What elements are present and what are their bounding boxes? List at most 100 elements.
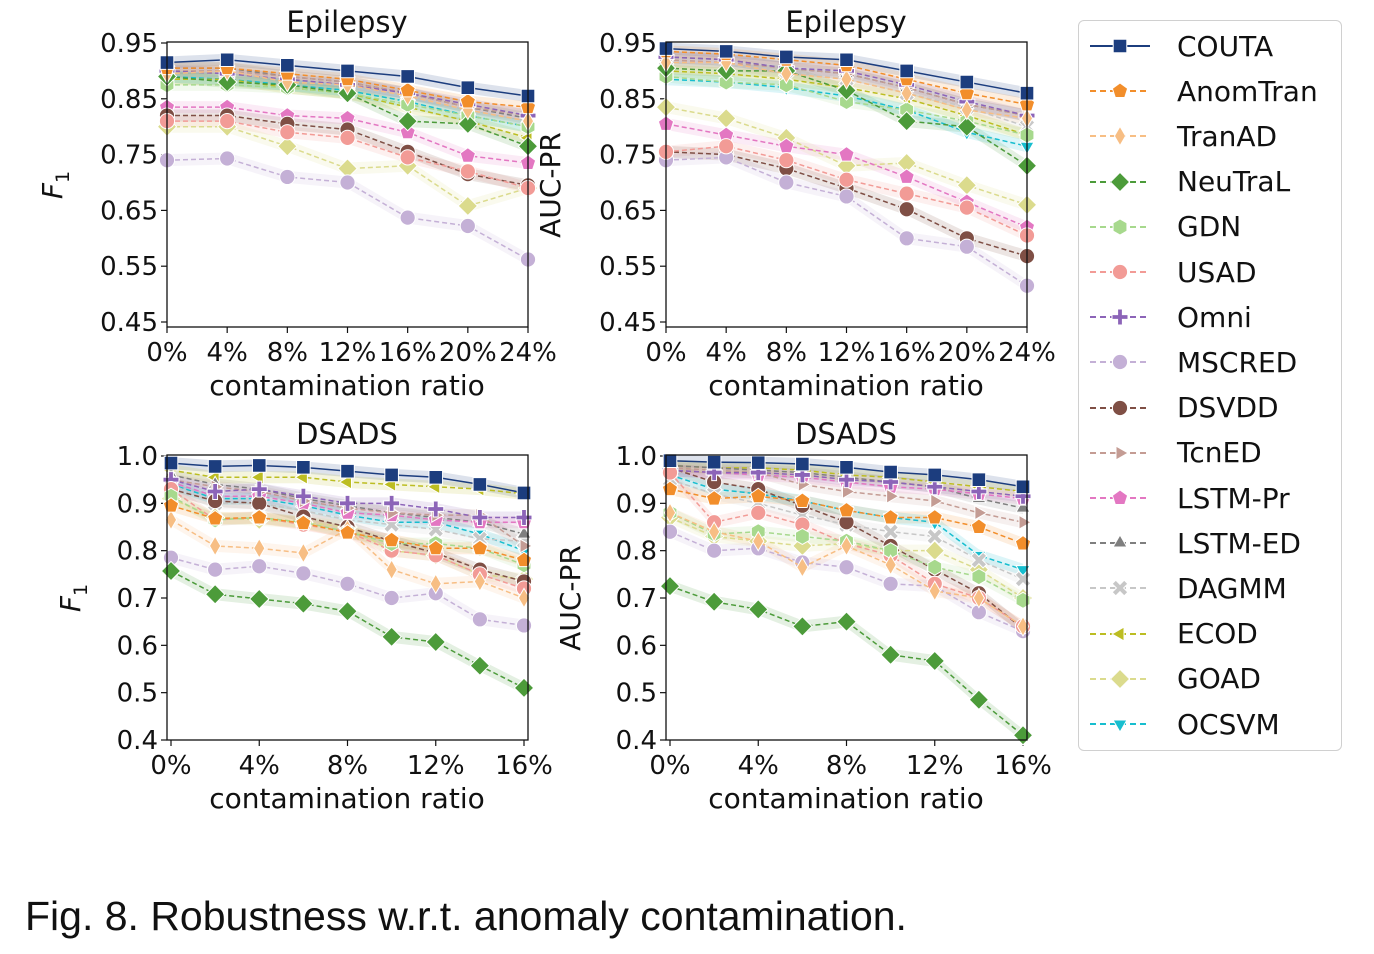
legend-item-dagmm: DAGMM [1079, 568, 1287, 608]
y-axis-label: F1 [54, 584, 92, 612]
data-point-NeuTraL [469, 655, 491, 676]
x-axis-label: contamination ratio [708, 369, 983, 402]
data-point-TranAD [840, 535, 853, 557]
series-line-DAGMM [170, 483, 525, 542]
data-point-GDN [927, 558, 943, 576]
data-point-TranAD [780, 63, 793, 85]
legend-marker [1112, 534, 1128, 548]
data-point-MSCRED [279, 168, 296, 186]
data-point-COUTA [959, 74, 975, 90]
data-point-AnomTran [471, 539, 489, 556]
x-tick-label: 20% [439, 338, 497, 368]
data-point-COUTA [207, 459, 223, 474]
series-band-TranAD [167, 64, 528, 128]
legend-item-dsvdd: DSVDD [1079, 388, 1279, 428]
data-point-MSCRED [898, 230, 915, 247]
legend-item-tcned: TcnED [1079, 433, 1262, 473]
y-tick-label: 0.45 [100, 308, 158, 338]
data-point-NeuTraL [381, 626, 402, 648]
data-point-COUTA [428, 470, 444, 485]
data-point-TranAD [253, 537, 266, 559]
series-line-NeuTraL [170, 570, 525, 689]
data-point-TranAD [707, 521, 721, 543]
x-tick-label: 16% [379, 338, 437, 368]
data-point-TranAD [928, 580, 941, 602]
data-point-NeuTraL [248, 588, 270, 610]
legend-label: DSVDD [1177, 391, 1279, 425]
y-tick-label: 0.7 [616, 584, 657, 614]
data-point-DAGMM [926, 527, 944, 545]
legend-label: Omni [1177, 300, 1252, 334]
series-group [160, 455, 535, 699]
data-point-COUTA [472, 477, 488, 492]
triangle_down-marker-icon [1090, 719, 1150, 733]
data-point-TcnED [1018, 514, 1032, 531]
legend-marker [1112, 719, 1128, 733]
data-point-USAD [898, 185, 915, 202]
data-point-AnomTran [383, 531, 400, 548]
data-point-USAD [750, 504, 767, 521]
data-point-USAD [718, 138, 735, 155]
y-tick-label: 1.0 [616, 442, 657, 472]
data-point-AnomTran [705, 489, 723, 506]
data-point-TcnED [886, 488, 900, 505]
data-point-NeuTraL [956, 116, 978, 138]
data-point-COUTA [163, 455, 179, 471]
legend-item-tranad: TranAD [1079, 116, 1277, 156]
data-point-COUTA [899, 63, 914, 79]
data-point-MSCRED [661, 523, 679, 540]
data-point-NeuTraL [896, 110, 917, 132]
data-point-LSTM-Pr [459, 147, 477, 163]
data-point-NeuTraL [204, 583, 226, 605]
x-tick-label: 12% [818, 338, 876, 368]
data-point-AnomTran [459, 92, 477, 109]
data-point-NeuTraL [513, 677, 535, 699]
series-band-AnomTran [666, 45, 1027, 111]
data-point-USAD [399, 149, 416, 166]
data-point-TranAD [796, 556, 809, 578]
y-tick-label: 0.75 [100, 141, 158, 171]
legend-label: AnomTran [1177, 74, 1318, 108]
data-point-MSCRED [515, 617, 533, 634]
data-point-COUTA [706, 454, 722, 470]
x-tick-label: 12% [407, 751, 465, 781]
x-tick-label: 4% [738, 751, 779, 781]
y-label-subscript: 1 [52, 171, 74, 183]
series-band-Omni [167, 64, 528, 122]
y-label-subscript: 1 [70, 584, 92, 596]
legend-marker [1111, 399, 1129, 416]
data-point-MSCRED [882, 575, 899, 592]
x-tick-label: 4% [239, 751, 280, 781]
legend-label: USAD [1177, 255, 1257, 289]
series-group [659, 453, 1034, 746]
data-point-AnomTran [838, 501, 855, 518]
legend-marker [1113, 125, 1127, 147]
series-line-NeuTraL [669, 585, 1024, 736]
data-point-COUTA [779, 49, 794, 65]
x-tick-label: 12% [906, 751, 964, 781]
y-axis-label: AUC-PR [554, 545, 587, 651]
data-point-DSVDD [251, 495, 268, 512]
data-point-GDN [971, 568, 987, 586]
data-point-MSCRED [778, 174, 795, 191]
data-point-AnomTran [750, 487, 767, 504]
legend-item-goad: GOAD [1079, 659, 1261, 699]
y-tick-label: 0.4 [117, 726, 158, 756]
data-point-TranAD [473, 570, 487, 593]
data-point-USAD [958, 199, 975, 216]
data-point-COUTA [927, 467, 943, 483]
data-point-GDN [778, 76, 794, 94]
data-point-AnomTran [926, 508, 943, 525]
legend-marker [1111, 308, 1129, 326]
data-point-USAD [339, 129, 356, 146]
data-point-COUTA [662, 453, 678, 469]
triangle_up-marker-icon [1090, 534, 1150, 548]
data-point-AnomTran [399, 81, 416, 98]
legend-marker [1112, 218, 1128, 236]
series-band-MSCRED [167, 152, 528, 266]
axes-frame [166, 454, 529, 741]
data-point-AnomTran [882, 508, 899, 525]
data-point-TranAD [840, 68, 853, 90]
data-point-GDN [839, 93, 854, 111]
data-point-COUTA [384, 467, 399, 483]
